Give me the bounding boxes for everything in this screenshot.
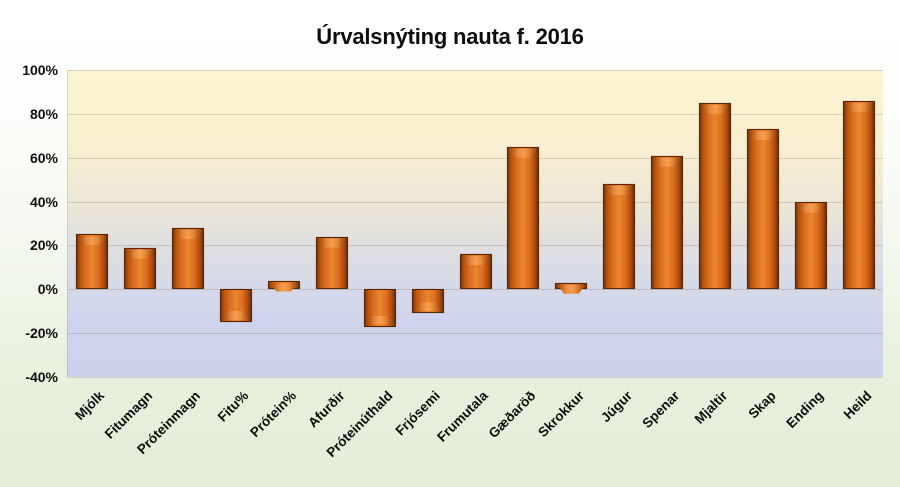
x-category-label-text: Skap [745, 388, 779, 422]
bar [747, 129, 780, 290]
x-category-label-text: Júgur [597, 388, 635, 426]
bar-bevel [413, 302, 442, 312]
x-category-label-text: Mjólk [72, 388, 108, 424]
bar-bevel [845, 102, 874, 112]
bar [795, 201, 828, 290]
x-category-label-text: Afurðir [304, 388, 348, 431]
bar [507, 146, 540, 290]
x-category-label-text: Prótein% [247, 388, 300, 440]
bar [843, 100, 876, 290]
x-category-label-text: Heild [840, 388, 875, 422]
plot-area [67, 70, 883, 378]
bar [75, 234, 108, 290]
y-tick-label: 80% [29, 105, 58, 122]
y-tick-label: -20% [25, 325, 58, 342]
gridline [68, 157, 883, 159]
bar-bevel [221, 311, 250, 321]
bar-bevel [77, 236, 106, 246]
y-tick-label: 0% [37, 281, 58, 298]
gridline [68, 377, 883, 378]
gridline [68, 113, 883, 115]
x-category-label-text: Frumutala [434, 388, 492, 445]
bar [219, 289, 252, 323]
x-category-label-text: Ending [783, 388, 827, 431]
y-tick-label: 20% [29, 237, 58, 254]
bar-bevel [797, 203, 826, 213]
bar [603, 184, 636, 290]
bar [699, 102, 732, 290]
gridline [68, 245, 883, 247]
bar-bevel [557, 284, 586, 294]
x-category-label-text: Skrokkur [534, 388, 587, 440]
x-category-label-text: Spenar [639, 388, 683, 431]
bar-bevel [653, 157, 682, 167]
bar-bevel [365, 315, 394, 325]
bar [411, 289, 444, 314]
bar-bevel [701, 104, 730, 114]
x-category-label-text: Mjaltir [692, 388, 731, 427]
bar [459, 254, 492, 290]
y-tick-label: 60% [29, 149, 58, 166]
bar-bevel [173, 229, 202, 239]
y-tick-label: 40% [29, 193, 58, 210]
gridline [68, 289, 883, 291]
gridline [68, 201, 883, 203]
bar [123, 247, 156, 290]
bar [555, 282, 588, 294]
chart-title: Úrvalsnýting nauta f. 2016 [316, 24, 584, 49]
gridline [68, 333, 883, 335]
gridline [68, 70, 883, 71]
bar [363, 289, 396, 327]
bar-bevel [125, 249, 154, 259]
bar [651, 155, 684, 290]
bar-bevel [461, 256, 490, 266]
x-category-label-text: Gæðaröð [486, 388, 540, 442]
bar [315, 236, 348, 290]
bar [171, 227, 204, 290]
bar-bevel [749, 131, 778, 141]
bar-bevel [509, 148, 538, 158]
y-tick-label: 100% [22, 62, 58, 78]
bar-bevel [269, 282, 298, 292]
bar [267, 280, 300, 292]
bar-bevel [317, 238, 346, 248]
bar-bevel [605, 186, 634, 196]
y-tick-label: -40% [25, 369, 58, 385]
x-category-label-text: Fitu% [214, 388, 252, 425]
